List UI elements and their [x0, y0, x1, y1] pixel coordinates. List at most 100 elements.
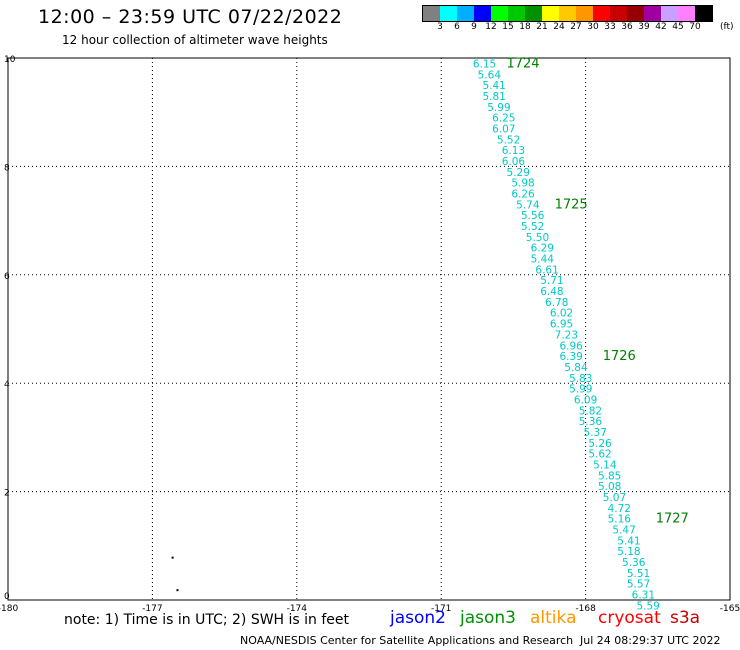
- swh-value-label: 5.08: [598, 481, 621, 493]
- swh-value-label: 5.74: [516, 199, 540, 211]
- y-tick-label: 8: [4, 163, 10, 173]
- swh-value-label: 6.07: [492, 123, 515, 135]
- swh-value-label: 6.25: [492, 113, 515, 125]
- y-tick-label: 2: [4, 489, 10, 499]
- x-tick-label: -168: [575, 604, 596, 614]
- swh-value-label: 5.84: [564, 362, 588, 374]
- legend-tick-label: 45: [672, 22, 684, 32]
- swh-value-label: 5.99: [569, 384, 592, 396]
- swh-value-label: 6.09: [574, 394, 597, 406]
- credit-line: NOAA/NESDIS Center for Satellite Applica…: [240, 634, 574, 647]
- x-tick-label: -177: [142, 604, 162, 614]
- swh-value-label: 5.18: [617, 546, 640, 558]
- swh-value-label: 5.14: [593, 460, 617, 472]
- legend-tick-label: 36: [621, 22, 633, 32]
- pass-time-label: 1726: [603, 349, 636, 364]
- legend-swatch: [593, 6, 610, 21]
- satellite-label-jason3: jason3: [460, 608, 516, 628]
- x-tick-label: -171: [431, 604, 451, 614]
- data-point-dot: [171, 556, 174, 559]
- swh-value-label: 5.57: [627, 579, 650, 591]
- legend-tick-label: 9: [471, 22, 477, 32]
- legend-tick-label: 27: [570, 22, 582, 32]
- swh-value-label: 5.99: [487, 102, 510, 114]
- legend-tick-label: 70: [689, 22, 701, 32]
- swh-value-label: 5.16: [608, 514, 632, 526]
- swh-value-label: 6.39: [559, 351, 582, 363]
- swh-value-label: 6.95: [550, 319, 573, 331]
- satellite-label-altika: altika: [530, 608, 577, 628]
- swh-value-label: 6.13: [502, 145, 525, 157]
- swh-value-label: 5.26: [588, 438, 612, 450]
- swh-value-label: 6.02: [550, 308, 573, 320]
- swh-value-label: 5.36: [579, 416, 603, 428]
- swh-value-label: 6.31: [632, 590, 655, 602]
- legend-swatch: [423, 6, 440, 21]
- satellite-label-s3a: s3a: [670, 608, 701, 628]
- swh-value-label: 5.41: [482, 80, 505, 92]
- swh-value-label: 6.61: [535, 264, 558, 276]
- swh-value-label: 4.72: [608, 503, 631, 515]
- swh-value-label: 5.81: [482, 91, 505, 103]
- x-tick-label: -180: [0, 604, 18, 614]
- chart-subtitle: 12 hour collection of altimeter wave hei…: [62, 33, 328, 47]
- y-tick-label: 0: [4, 592, 10, 602]
- swh-value-label: 5.07: [603, 492, 626, 504]
- legend-tick-label: 30: [587, 22, 599, 32]
- swh-value-label: 5.62: [588, 449, 611, 461]
- swh-value-label: 5.83: [569, 373, 592, 385]
- swh-value-label: 5.36: [622, 557, 646, 569]
- swh-value-label: 7.23: [555, 329, 578, 341]
- satellite-label-jason2: jason2: [390, 608, 446, 628]
- swh-value-label: 5.29: [507, 167, 530, 179]
- swh-value-label: 6.78: [545, 297, 568, 309]
- swh-value-label: 5.52: [521, 221, 544, 233]
- legend-swatch: [559, 6, 576, 21]
- swh-value-label: 5.82: [579, 405, 602, 417]
- legend-tick-label: 24: [553, 22, 565, 32]
- swh-value-label: 5.37: [584, 427, 607, 439]
- y-tick-label: 4: [4, 380, 10, 390]
- legend-tick-label: 33: [604, 22, 616, 32]
- swh-value-label: 5.98: [511, 178, 534, 190]
- legend-swatch: [440, 6, 457, 21]
- swh-value-label: 5.47: [612, 525, 635, 537]
- legend-swatch: [491, 6, 508, 21]
- swh-value-label: 5.44: [531, 254, 555, 266]
- legend-swatch: [457, 6, 474, 21]
- y-tick-label: 10: [4, 55, 16, 65]
- swh-value-label: 5.52: [497, 134, 520, 146]
- swh-value-label: 5.41: [617, 535, 640, 547]
- swh-value-label: 6.29: [531, 243, 554, 255]
- pass-time-label: 1725: [555, 197, 588, 212]
- legend-unit-label: (ft): [720, 22, 734, 32]
- swh-value-label: 5.51: [627, 568, 650, 580]
- swh-value-label: 6.96: [559, 340, 583, 352]
- swh-value-label: 6.48: [540, 286, 563, 298]
- swh-value-label: 6.06: [502, 156, 526, 168]
- generation-timestamp: Jul 24 08:29:37 UTC 2022: [580, 634, 721, 647]
- legend-swatch: [695, 6, 712, 21]
- legend-swatch: [627, 6, 644, 21]
- swh-value-label: 5.59: [636, 600, 659, 612]
- legend-swatch: [644, 6, 661, 21]
- legend-swatch: [525, 6, 542, 21]
- legend-tick-label: 39: [638, 22, 650, 32]
- footer-note: note: 1) Time is in UTC; 2) SWH is in fe…: [64, 612, 350, 628]
- swh-value-label: 5.50: [526, 232, 549, 244]
- legend-tick-label: 42: [655, 22, 667, 32]
- swh-value-label: 5.56: [521, 210, 545, 222]
- data-point-dot: [176, 589, 179, 592]
- satellite-label-cryosat: cryosat: [598, 608, 661, 628]
- legend-tick-label: 21: [536, 22, 548, 32]
- legend-tick-label: 18: [519, 22, 531, 32]
- color-legend-bar: [422, 5, 713, 22]
- swh-value-label: 6.15: [473, 58, 496, 70]
- pass-time-label: 1727: [656, 512, 689, 527]
- swh-value-label: 5.71: [540, 275, 563, 287]
- legend-swatch: [678, 6, 695, 21]
- legend-swatch: [542, 6, 559, 21]
- legend-tick-label: 6: [454, 22, 460, 32]
- swh-value-label: 5.85: [598, 470, 621, 482]
- legend-tick-label: 12: [485, 22, 497, 32]
